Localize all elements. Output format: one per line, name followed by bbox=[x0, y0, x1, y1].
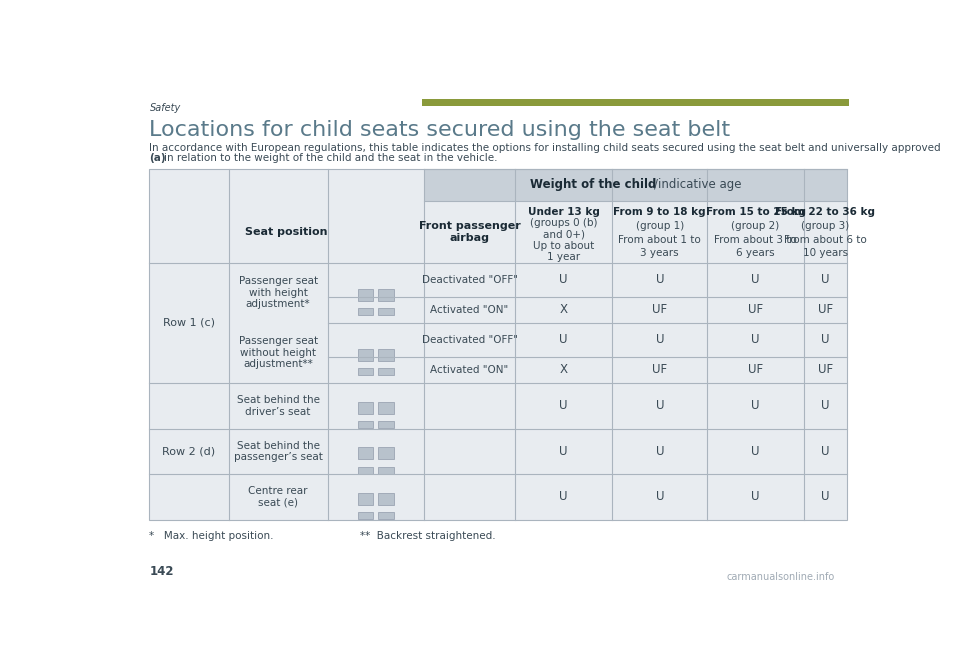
Text: Row 1 (c): Row 1 (c) bbox=[163, 318, 215, 328]
Bar bbox=[358, 493, 373, 505]
Text: UF: UF bbox=[818, 303, 833, 316]
Text: Passenger seat
without height
adjustment**: Passenger seat without height adjustment… bbox=[238, 336, 318, 369]
Text: UF: UF bbox=[818, 363, 833, 376]
Text: Up to about: Up to about bbox=[533, 241, 594, 251]
Text: Row 2 (d): Row 2 (d) bbox=[162, 447, 216, 456]
Text: UF: UF bbox=[652, 363, 667, 376]
Bar bbox=[378, 447, 394, 459]
Text: U: U bbox=[752, 273, 759, 286]
Text: U: U bbox=[752, 333, 759, 346]
Text: U: U bbox=[821, 490, 829, 503]
Text: In accordance with European regulations, this table indicates the options for in: In accordance with European regulations,… bbox=[150, 143, 941, 153]
Text: U: U bbox=[656, 445, 664, 458]
Text: (a): (a) bbox=[150, 153, 166, 164]
Text: X: X bbox=[560, 303, 567, 316]
Text: UF: UF bbox=[748, 363, 763, 376]
Text: (group 2): (group 2) bbox=[732, 221, 780, 231]
Bar bbox=[358, 402, 373, 414]
Text: Weight of the child: Weight of the child bbox=[530, 178, 656, 191]
Bar bbox=[378, 368, 394, 375]
Bar bbox=[358, 289, 373, 300]
Bar bbox=[378, 467, 394, 474]
Text: (group 1): (group 1) bbox=[636, 221, 684, 231]
Text: U: U bbox=[821, 273, 829, 286]
Text: From 9 to 18 kg: From 9 to 18 kg bbox=[613, 207, 707, 217]
Bar bbox=[150, 169, 847, 520]
Text: **  Backrest straightened.: ** Backrest straightened. bbox=[360, 531, 496, 541]
Text: From about 3 to: From about 3 to bbox=[714, 235, 797, 245]
Text: Activated "ON": Activated "ON" bbox=[430, 304, 509, 315]
Bar bbox=[378, 308, 394, 315]
Bar bbox=[358, 368, 373, 375]
Text: Activated "ON": Activated "ON" bbox=[430, 365, 509, 374]
Text: U: U bbox=[656, 399, 664, 412]
Bar bbox=[423, 169, 847, 201]
Text: U: U bbox=[656, 490, 664, 503]
Text: Under 13 kg: Under 13 kg bbox=[528, 207, 600, 217]
Text: U: U bbox=[560, 333, 568, 346]
Bar bbox=[378, 402, 394, 414]
Text: U: U bbox=[752, 490, 759, 503]
Text: From 22 to 36 kg: From 22 to 36 kg bbox=[776, 207, 876, 217]
Bar bbox=[358, 447, 373, 459]
Bar bbox=[358, 308, 373, 315]
Text: *   Max. height position.: * Max. height position. bbox=[150, 531, 274, 541]
Text: 1 year: 1 year bbox=[547, 252, 580, 262]
Text: (groups 0 (b): (groups 0 (b) bbox=[530, 219, 597, 228]
Text: carmanualsonline.info: carmanualsonline.info bbox=[727, 572, 834, 582]
Text: From about 1 to: From about 1 to bbox=[618, 235, 701, 245]
Text: U: U bbox=[560, 445, 568, 458]
Bar bbox=[378, 493, 394, 505]
Text: Passenger seat
with height
adjustment*: Passenger seat with height adjustment* bbox=[238, 276, 318, 310]
Bar bbox=[378, 421, 394, 428]
Text: Seat position: Seat position bbox=[246, 227, 328, 237]
Text: Deactivated "OFF": Deactivated "OFF" bbox=[421, 275, 517, 285]
Text: U: U bbox=[560, 273, 568, 286]
Bar bbox=[150, 169, 847, 520]
Text: X: X bbox=[560, 363, 567, 376]
Text: in relation to the weight of the child and the seat in the vehicle.: in relation to the weight of the child a… bbox=[164, 153, 497, 164]
Text: Seat behind the
passenger’s seat: Seat behind the passenger’s seat bbox=[233, 441, 323, 462]
Text: and 0+): and 0+) bbox=[542, 230, 585, 239]
Text: 142: 142 bbox=[150, 565, 174, 578]
Text: U: U bbox=[656, 273, 664, 286]
Bar bbox=[378, 349, 394, 361]
Text: U: U bbox=[821, 333, 829, 346]
Text: U: U bbox=[752, 445, 759, 458]
Text: Deactivated "OFF": Deactivated "OFF" bbox=[421, 335, 517, 345]
Text: U: U bbox=[656, 333, 664, 346]
Text: Locations for child seats secured using the seat belt: Locations for child seats secured using … bbox=[150, 120, 731, 140]
Text: Seat behind the
driver’s seat: Seat behind the driver’s seat bbox=[236, 395, 320, 417]
Bar bbox=[358, 421, 373, 428]
Text: Front passenger
airbag: Front passenger airbag bbox=[419, 221, 520, 243]
Text: 3 years: 3 years bbox=[640, 249, 679, 258]
Bar bbox=[378, 512, 394, 519]
Text: 10 years: 10 years bbox=[803, 249, 848, 258]
Text: UF: UF bbox=[652, 303, 667, 316]
Text: U: U bbox=[821, 399, 829, 412]
Bar bbox=[358, 467, 373, 474]
Bar bbox=[358, 512, 373, 519]
Text: U: U bbox=[560, 399, 568, 412]
Text: U: U bbox=[560, 490, 568, 503]
Text: U: U bbox=[821, 445, 829, 458]
Text: (group 3): (group 3) bbox=[802, 221, 850, 231]
Text: 6 years: 6 years bbox=[736, 249, 775, 258]
Text: Centre rear
seat (e): Centre rear seat (e) bbox=[249, 486, 308, 508]
Bar bbox=[422, 99, 849, 106]
Text: Safety: Safety bbox=[150, 103, 180, 112]
Bar bbox=[358, 349, 373, 361]
Text: From about 6 to: From about 6 to bbox=[784, 235, 867, 245]
Text: /indicative age: /indicative age bbox=[654, 178, 741, 191]
Text: UF: UF bbox=[748, 303, 763, 316]
Text: U: U bbox=[752, 399, 759, 412]
Text: From 15 to 25 kg: From 15 to 25 kg bbox=[706, 207, 805, 217]
Bar bbox=[378, 289, 394, 300]
